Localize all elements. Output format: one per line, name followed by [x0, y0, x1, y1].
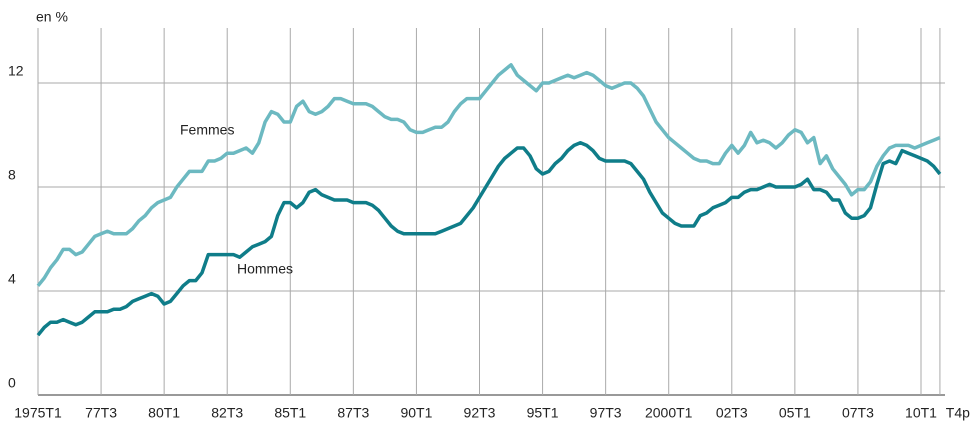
series-label: Femmes — [180, 122, 234, 138]
x-tick-label: T4p — [946, 405, 970, 421]
x-tick-label: 85T1 — [274, 405, 306, 421]
x-tick-label: 95T1 — [527, 405, 559, 421]
x-tick-label: 97T3 — [590, 405, 622, 421]
x-tick-label: 1975T1 — [14, 405, 62, 421]
y-tick-label: 12 — [8, 63, 24, 79]
x-tick-label: 77T3 — [85, 405, 117, 421]
y-tick-label: 0 — [8, 375, 16, 391]
x-tick-label: 02T3 — [716, 405, 748, 421]
x-tick-label: 80T1 — [148, 405, 180, 421]
x-tick-label: 2000T1 — [645, 405, 693, 421]
x-tick-label: 05T1 — [779, 405, 811, 421]
x-tick-label: 92T3 — [464, 405, 496, 421]
x-tick-label: 10T1 — [905, 405, 937, 421]
series-line — [36, 63, 941, 287]
y-tick-label: 4 — [8, 271, 16, 287]
series-label: Hommes — [237, 261, 293, 277]
x-tick-label: 87T3 — [337, 405, 369, 421]
y-axis-label: en % — [36, 9, 68, 25]
y-tick-label: 8 — [8, 167, 16, 183]
x-tick-label: 90T1 — [400, 405, 432, 421]
x-tick-label: 82T3 — [211, 405, 243, 421]
x-tick-label: 07T3 — [842, 405, 874, 421]
series-line — [36, 141, 942, 337]
